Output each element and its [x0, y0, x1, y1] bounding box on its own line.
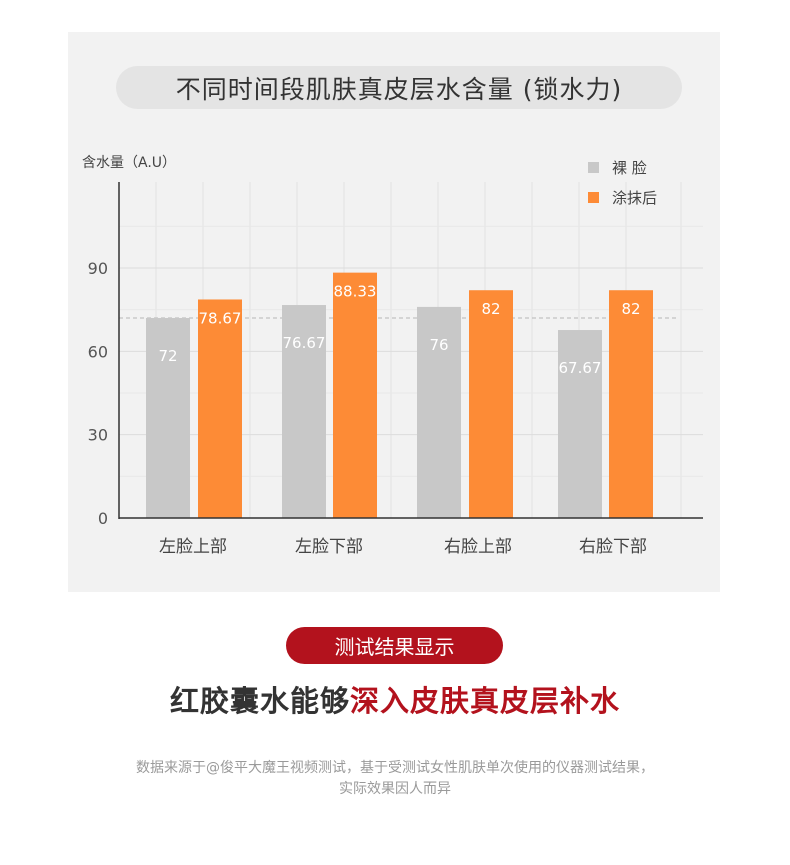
legend-label: 裸 脸: [612, 159, 647, 177]
headline-part2: 深入皮肤真皮层补水: [350, 684, 621, 718]
x-tick-label: 右脸上部: [444, 537, 512, 557]
result-badge: 测试结果显示: [286, 627, 503, 664]
x-tick-label: 左脸上部: [159, 537, 227, 557]
bar-after-applying: [198, 299, 242, 518]
bar-bare-face: [558, 330, 602, 518]
legend-swatch: [588, 162, 599, 173]
y-axis-label: 含水量（A.U）: [82, 155, 176, 171]
bar-bare-face: [282, 305, 326, 518]
data-label: 78.67: [199, 309, 242, 327]
bar-bare-face: [417, 306, 461, 518]
disclaimer: 数据来源于@俊平大魔王视频测试，基于受测试女性肌肤单次使用的仪器测试结果， 实际…: [60, 758, 730, 800]
bar-after-applying: [609, 290, 653, 518]
data-label: 76.67: [283, 334, 326, 352]
legend-swatch: [588, 192, 599, 203]
bar-after-applying: [469, 290, 513, 518]
data-label: 82: [481, 300, 500, 318]
disclaimer-line1: 数据来源于@俊平大魔王视频测试，基于受测试女性肌肤单次使用的仪器测试结果，: [136, 760, 654, 776]
headline: 红胶囊水能够深入皮肤真皮层补水: [0, 678, 790, 720]
headline-part1: 红胶囊水能够: [169, 684, 350, 718]
bar-chart: 0 30 60 90 含水量（A.U） 72 76.67 76 67.67 78.67 88.33 8…: [82, 155, 703, 557]
data-label: 72: [158, 347, 177, 365]
y-tick-label: 0: [98, 509, 108, 528]
data-label: 88.33: [334, 283, 377, 301]
y-tick-label: 60: [88, 342, 108, 361]
bar-after-applying: [333, 272, 377, 518]
data-label: 76: [429, 336, 448, 354]
data-label: 82: [621, 300, 640, 318]
chart-title: 不同时间段肌肤真皮层水含量 (锁水力): [116, 66, 682, 109]
x-tick-label: 左脸下部: [295, 537, 363, 557]
disclaimer-line2: 实际效果因人而异: [339, 781, 451, 797]
legend-label: 涂抹后: [612, 189, 657, 207]
bar-bare-face: [146, 318, 190, 518]
x-tick-label: 右脸下部: [579, 537, 647, 557]
y-tick-label: 90: [88, 259, 108, 278]
data-label: 67.67: [559, 359, 602, 377]
y-tick-label: 30: [88, 426, 108, 445]
